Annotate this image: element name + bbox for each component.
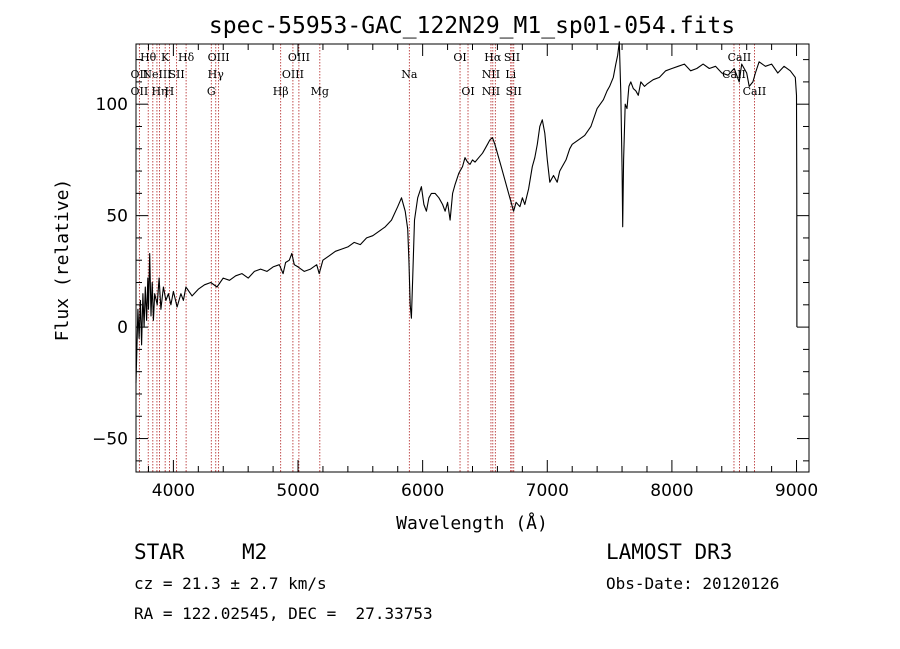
line-label: Hθ bbox=[140, 51, 157, 64]
line-label: OIII bbox=[282, 68, 304, 81]
y-tick-label: −50 bbox=[92, 430, 128, 450]
line-label: Hδ bbox=[178, 51, 195, 64]
line-label: OI bbox=[461, 85, 474, 98]
line-labels: OII OII Hθ NeIII Hη K H SII Hδ G Hγ OIII Hβ OIII OIII M… bbox=[131, 51, 767, 98]
object-type: STAR bbox=[134, 540, 185, 564]
line-label: CaII bbox=[728, 51, 752, 64]
line-label: OII bbox=[131, 68, 149, 81]
observation-date: Obs-Date: 20120126 bbox=[606, 574, 780, 593]
y-tick-label: 0 bbox=[117, 318, 128, 338]
y-tick-label: 100 bbox=[96, 95, 128, 115]
x-tick-label: 7000 bbox=[526, 481, 569, 501]
line-markers bbox=[138, 44, 755, 472]
line-label: G bbox=[207, 85, 216, 98]
line-label: OII bbox=[131, 85, 149, 98]
line-label: H bbox=[165, 85, 175, 98]
line-label: OIII bbox=[288, 51, 310, 64]
line-label: OI bbox=[453, 51, 466, 64]
line-label: Hη bbox=[151, 85, 167, 98]
line-label: NeIII bbox=[142, 68, 171, 81]
line-label: Mg bbox=[311, 85, 329, 98]
line-label: SII bbox=[169, 68, 185, 81]
redshift-velocity: cz = 21.3 ± 2.7 km/s bbox=[134, 574, 327, 593]
survey-name: LAMOST DR3 bbox=[606, 540, 733, 564]
coordinates: RA = 122.02545, DEC = 27.33753 bbox=[134, 604, 433, 623]
line-label: Hγ bbox=[208, 68, 225, 81]
line-label: Li bbox=[505, 68, 516, 81]
axis-ticks: 4000 5000 6000 7000 8000 9000 −50 0 50 100 bbox=[92, 44, 818, 501]
line-label: OIII bbox=[208, 51, 230, 64]
line-label: CaII bbox=[743, 85, 767, 98]
x-tick-label: 9000 bbox=[775, 481, 818, 501]
line-label: K bbox=[161, 51, 170, 64]
object-subclass: M2 bbox=[242, 540, 268, 564]
line-label: Hβ bbox=[273, 85, 289, 98]
line-label: CaII bbox=[722, 68, 746, 81]
line-label: Hα bbox=[484, 51, 502, 64]
line-label: SII bbox=[504, 51, 520, 64]
chart-title: spec-55953-GAC_122N29_M1_sp01-054.fits bbox=[209, 13, 735, 39]
x-tick-label: 8000 bbox=[650, 481, 693, 501]
x-axis-label: Wavelength (Å) bbox=[396, 512, 548, 534]
line-label: Na bbox=[401, 68, 418, 81]
x-tick-label: 6000 bbox=[401, 481, 444, 501]
x-tick-label: 4000 bbox=[152, 481, 195, 501]
line-label: NII bbox=[482, 68, 500, 81]
y-tick-label: 50 bbox=[106, 207, 128, 227]
plot-frame bbox=[135, 43, 810, 473]
line-label: SII bbox=[506, 85, 522, 98]
spectrum-series bbox=[135, 41, 798, 383]
y-axis-label: Flux (relative) bbox=[52, 179, 73, 342]
x-tick-label: 5000 bbox=[276, 481, 319, 501]
line-label: NII bbox=[482, 85, 500, 98]
spectrum-line bbox=[135, 41, 798, 383]
